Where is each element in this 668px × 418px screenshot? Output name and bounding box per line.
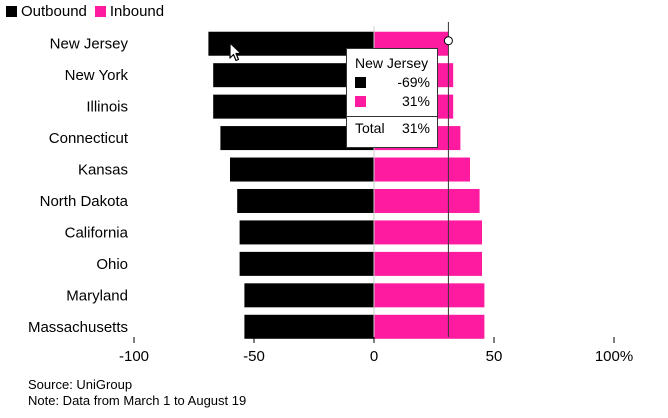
inbound-swatch xyxy=(94,5,106,17)
legend-inbound-label: Inbound xyxy=(109,2,165,20)
legend: Outbound Inbound xyxy=(6,2,172,20)
legend-item-outbound[interactable]: Outbound xyxy=(6,3,87,20)
category-label-new-jersey: New Jersey xyxy=(50,36,129,53)
bar-inbound-ohio[interactable] xyxy=(374,251,482,276)
tooltip-row-inbound: 31% xyxy=(355,92,430,110)
tooltip-total-value: 31% xyxy=(401,120,430,136)
category-label-ohio: Ohio xyxy=(96,256,128,273)
bar-outbound-ohio[interactable] xyxy=(239,251,374,276)
bar-outbound-maryland[interactable] xyxy=(244,283,374,308)
x-tick-label-2: 0 xyxy=(370,348,378,365)
bar-outbound-kansas[interactable] xyxy=(230,157,374,182)
bar-outbound-massachusetts[interactable] xyxy=(244,314,374,339)
category-label-north-dakota: North Dakota xyxy=(40,193,129,210)
hover-marker xyxy=(443,36,453,46)
outbound-swatch xyxy=(6,5,17,17)
tooltip-outbound-swatch xyxy=(355,76,366,88)
tooltip-total-label: Total xyxy=(355,120,385,136)
bar-inbound-california[interactable] xyxy=(374,220,482,245)
tooltip-divider xyxy=(347,116,437,117)
category-label-connecticut: Connecticut xyxy=(49,130,129,147)
category-label-new-york: New York xyxy=(65,67,129,84)
bar-inbound-maryland[interactable] xyxy=(374,283,485,308)
bar-outbound-north-dakota[interactable] xyxy=(237,188,374,213)
bar-outbound-new-jersey[interactable] xyxy=(208,31,374,56)
chart-footer: Source: UniGroup Note: Data from March 1… xyxy=(28,377,246,409)
hover-tooltip: New Jersey -69% 31% Total 31% xyxy=(346,48,438,148)
category-label-maryland: Maryland xyxy=(66,287,128,304)
note-text: Note: Data from March 1 to August 19 xyxy=(28,393,247,408)
bar-inbound-north-dakota[interactable] xyxy=(374,188,480,213)
category-label-massachusetts: Massachusetts xyxy=(28,319,128,336)
source-text: Source: UniGroup xyxy=(28,377,133,392)
tooltip-inbound-value: 31% xyxy=(401,93,430,109)
tooltip-row-total: Total 31% xyxy=(355,119,430,137)
tooltip-outbound-value: -69% xyxy=(397,74,430,90)
x-tick-label-3: 50 xyxy=(486,348,503,365)
legend-outbound-label: Outbound xyxy=(21,2,87,20)
category-label-california: California xyxy=(65,224,129,241)
x-tick-label-4: 100% xyxy=(595,348,633,365)
legend-item-inbound[interactable]: Inbound xyxy=(94,2,165,20)
mouse-cursor-icon xyxy=(229,42,242,62)
category-label-illinois: Illinois xyxy=(86,99,128,116)
tooltip-inbound-swatch xyxy=(355,95,366,107)
x-tick-label-0: -100 xyxy=(119,348,149,365)
bar-inbound-massachusetts[interactable] xyxy=(374,314,485,339)
category-label-kansas: Kansas xyxy=(78,162,128,179)
bar-inbound-kansas[interactable] xyxy=(374,157,470,182)
bar-outbound-california[interactable] xyxy=(239,220,374,245)
x-tick-label-1: -50 xyxy=(243,348,265,365)
tooltip-row-outbound: -69% xyxy=(355,73,430,91)
tooltip-title: New Jersey xyxy=(355,55,429,71)
